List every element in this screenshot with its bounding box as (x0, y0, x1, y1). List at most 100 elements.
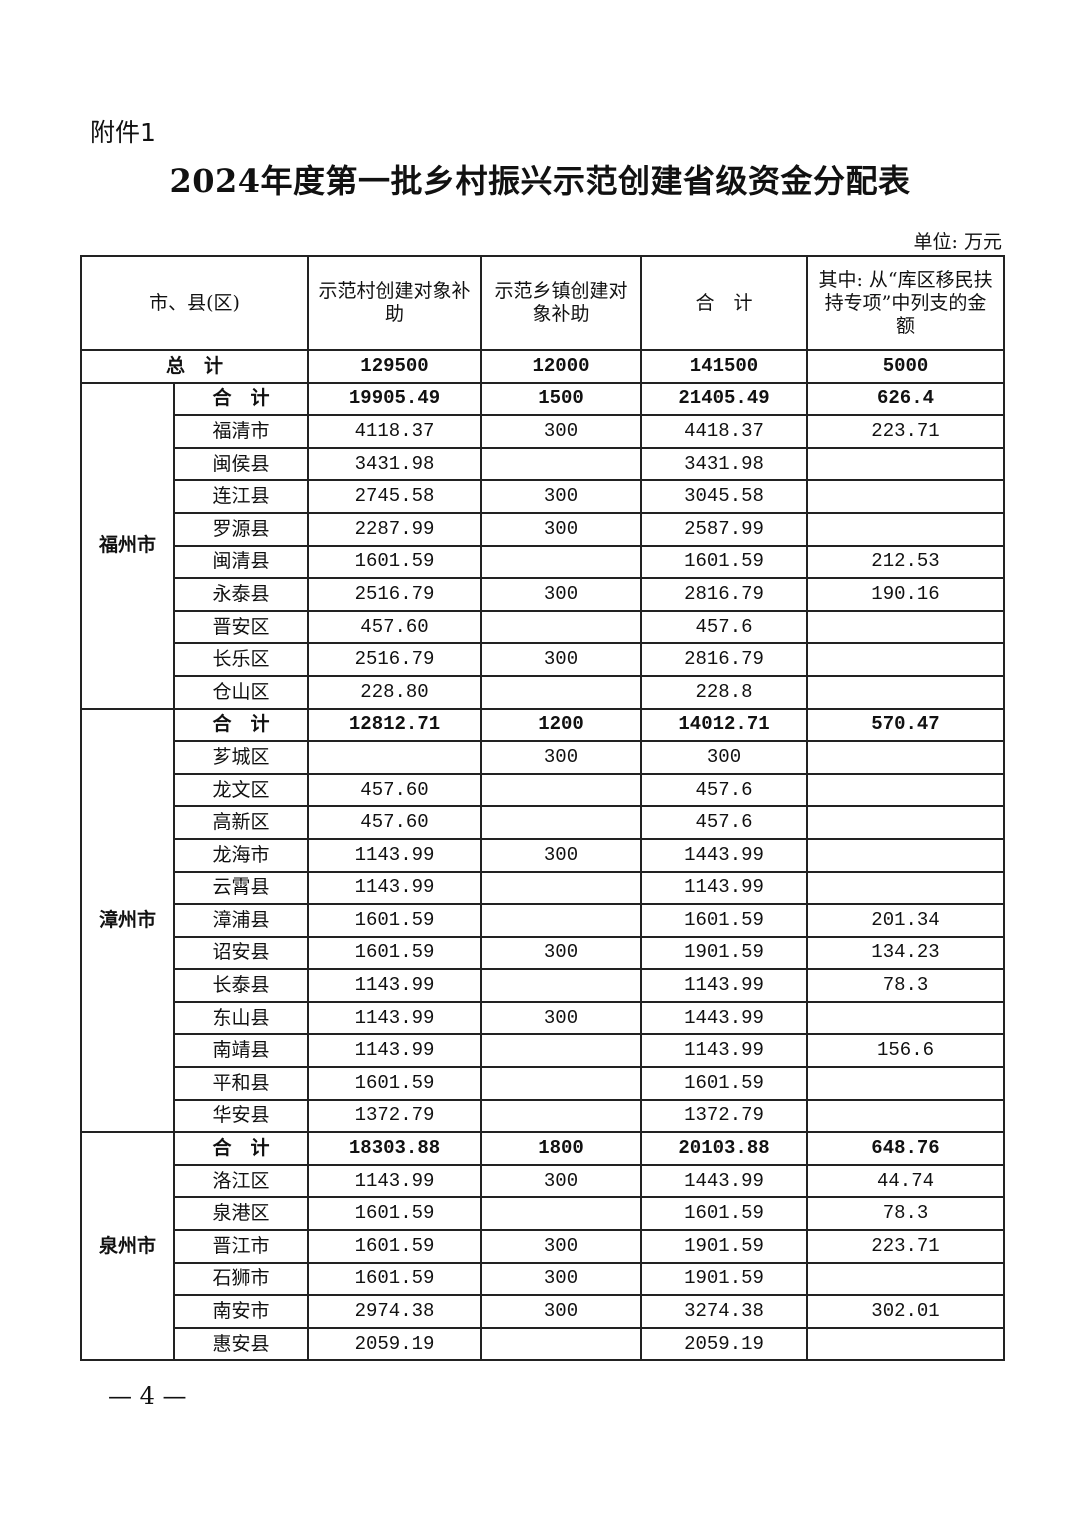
sum-cell: 1601.59 (640, 544, 809, 580)
village-subsidy: 1143.99 (307, 1163, 483, 1199)
grand-total-town: 12000 (480, 349, 643, 384)
table-row: 龙文区 457.60 457.6 (81, 772, 1006, 808)
sum-cell: 1143.99 (640, 870, 809, 906)
town-subsidy: 1800 (480, 1131, 643, 1166)
sum-cell: 2587.99 (640, 511, 809, 547)
sum-cell: 1143.99 (640, 968, 809, 1003)
reservoir-fund: 134.23 (806, 935, 1006, 971)
reservoir-fund: 648.76 (806, 1131, 1006, 1166)
reservoir-fund: 190.16 (806, 577, 1006, 612)
village-subsidy: 1601.59 (307, 935, 483, 971)
village-subsidy: 228.80 (307, 674, 483, 710)
reservoir-fund (806, 837, 1006, 873)
header-reservoir-fund: 其中: 从“库区移民扶持专项”中列支的金额 (806, 255, 1006, 351)
reservoir-fund: 78.3 (806, 968, 1006, 1003)
village-subsidy: 1601.59 (307, 1196, 483, 1232)
table-row: 洛江区 1143.99 300 1443.99 44.74 (81, 1163, 1006, 1199)
village-subsidy: 1601.59 (307, 903, 483, 938)
village-subsidy: 1143.99 (307, 968, 483, 1003)
town-subsidy (480, 674, 643, 710)
table-row: 石狮市 1601.59 300 1901.59 (81, 1261, 1006, 1297)
sum-cell: 1901.59 (640, 935, 809, 971)
county-name: 合 计 (172, 707, 310, 743)
page-title: 2024年度第一批乡村振兴示范创建省级资金分配表 (169, 162, 911, 200)
county-name: 仓山区 (172, 674, 310, 710)
table-row: 连江县 2745.58 300 3045.58 (81, 479, 1006, 514)
table-row: 福清市 4118.37 300 4418.37 223.71 (81, 414, 1006, 449)
reservoir-fund: 156.6 (806, 1033, 1006, 1069)
sum-cell: 1443.99 (640, 837, 809, 873)
village-subsidy: 1143.99 (307, 837, 483, 873)
town-subsidy: 300 (480, 1163, 643, 1199)
town-subsidy: 300 (480, 414, 643, 449)
page-number: — 4 — (108, 1382, 187, 1410)
village-subsidy: 2745.58 (307, 479, 483, 514)
county-name: 云霄县 (172, 870, 310, 906)
table-row: 漳浦县 1601.59 1601.59 201.34 (81, 903, 1006, 938)
reservoir-fund (806, 1000, 1006, 1036)
subtotal-row: 漳州市合 计 12812.71 1200 14012.71 570.47 (80, 707, 1006, 1134)
table-row: 长泰县 1143.99 1143.99 78.3 (81, 968, 1006, 1003)
sum-cell: 2816.79 (640, 577, 809, 612)
reservoir-fund: 626.4 (806, 381, 1006, 417)
county-name: 泉港区 (172, 1196, 310, 1232)
sum-cell: 228.8 (640, 674, 809, 710)
table-row: 芗城区 300 300 (81, 740, 1006, 775)
reservoir-fund (806, 609, 1006, 645)
table-row: 诏安县 1601.59 300 1901.59 134.23 (81, 935, 1006, 971)
village-subsidy: 1601.59 (307, 544, 483, 580)
village-subsidy: 1601.59 (307, 1229, 483, 1264)
town-subsidy: 1500 (480, 381, 643, 417)
grand-total-reservoir: 5000 (806, 349, 1006, 384)
county-name: 南安市 (172, 1294, 310, 1329)
county-name: 平和县 (172, 1066, 310, 1101)
table-row: 晋安区 457.60 457.6 (81, 609, 1006, 645)
county-name: 惠安县 (172, 1326, 310, 1362)
reservoir-fund (806, 772, 1006, 808)
town-subsidy: 300 (480, 577, 643, 612)
subtotal-row: 福州市合 计 19905.49 1500 21405.49 626.4 (80, 381, 1006, 710)
town-subsidy (480, 772, 643, 808)
allocation-table: 市、县(区) 示范村创建对象补助 示范乡镇创建对象补助 合 计 其中: 从“库区… (79, 255, 1006, 1362)
county-name: 漳浦县 (172, 903, 310, 938)
table-row: 龙海市 1143.99 300 1443.99 (81, 837, 1006, 873)
header-village-subsidy: 示范村创建对象补助 (307, 255, 483, 351)
county-name: 诏安县 (172, 935, 310, 971)
reservoir-fund (806, 805, 1006, 840)
county-name: 龙海市 (172, 837, 310, 873)
town-subsidy (480, 805, 643, 840)
sum-cell: 457.6 (640, 609, 809, 645)
reservoir-fund: 223.71 (806, 1229, 1006, 1264)
village-subsidy: 1372.79 (307, 1098, 483, 1134)
unit-label: 单位: 万元 (913, 231, 1002, 253)
village-subsidy: 3431.98 (307, 446, 483, 482)
reservoir-fund (806, 642, 1006, 677)
village-subsidy: 2974.38 (307, 1294, 483, 1329)
reservoir-fund (806, 1326, 1006, 1362)
sum-cell: 300 (640, 740, 809, 775)
town-subsidy: 300 (480, 935, 643, 971)
reservoir-fund (806, 479, 1006, 514)
village-subsidy: 2287.99 (307, 511, 483, 547)
sum-cell: 3431.98 (640, 446, 809, 482)
town-subsidy (480, 1066, 643, 1101)
county-name: 石狮市 (172, 1261, 310, 1297)
town-subsidy: 300 (480, 511, 643, 547)
village-subsidy: 4118.37 (307, 414, 483, 449)
town-subsidy: 300 (480, 1261, 643, 1297)
table-row: 平和县 1601.59 1601.59 (81, 1066, 1006, 1101)
sum-cell: 457.6 (640, 805, 809, 840)
attachment-label: 附件1 (90, 118, 156, 147)
reservoir-fund (806, 674, 1006, 710)
reservoir-fund: 78.3 (806, 1196, 1006, 1232)
reservoir-fund: 223.71 (806, 414, 1006, 449)
county-name: 合 计 (172, 1131, 310, 1166)
header-region: 市、县(区) (79, 255, 310, 351)
town-subsidy (480, 870, 643, 906)
sum-cell: 2816.79 (640, 642, 809, 677)
town-subsidy: 1200 (480, 707, 643, 743)
town-subsidy: 300 (480, 479, 643, 514)
sum-cell: 20103.88 (640, 1131, 809, 1166)
county-name: 福清市 (172, 414, 310, 449)
county-name: 合 计 (172, 381, 310, 417)
